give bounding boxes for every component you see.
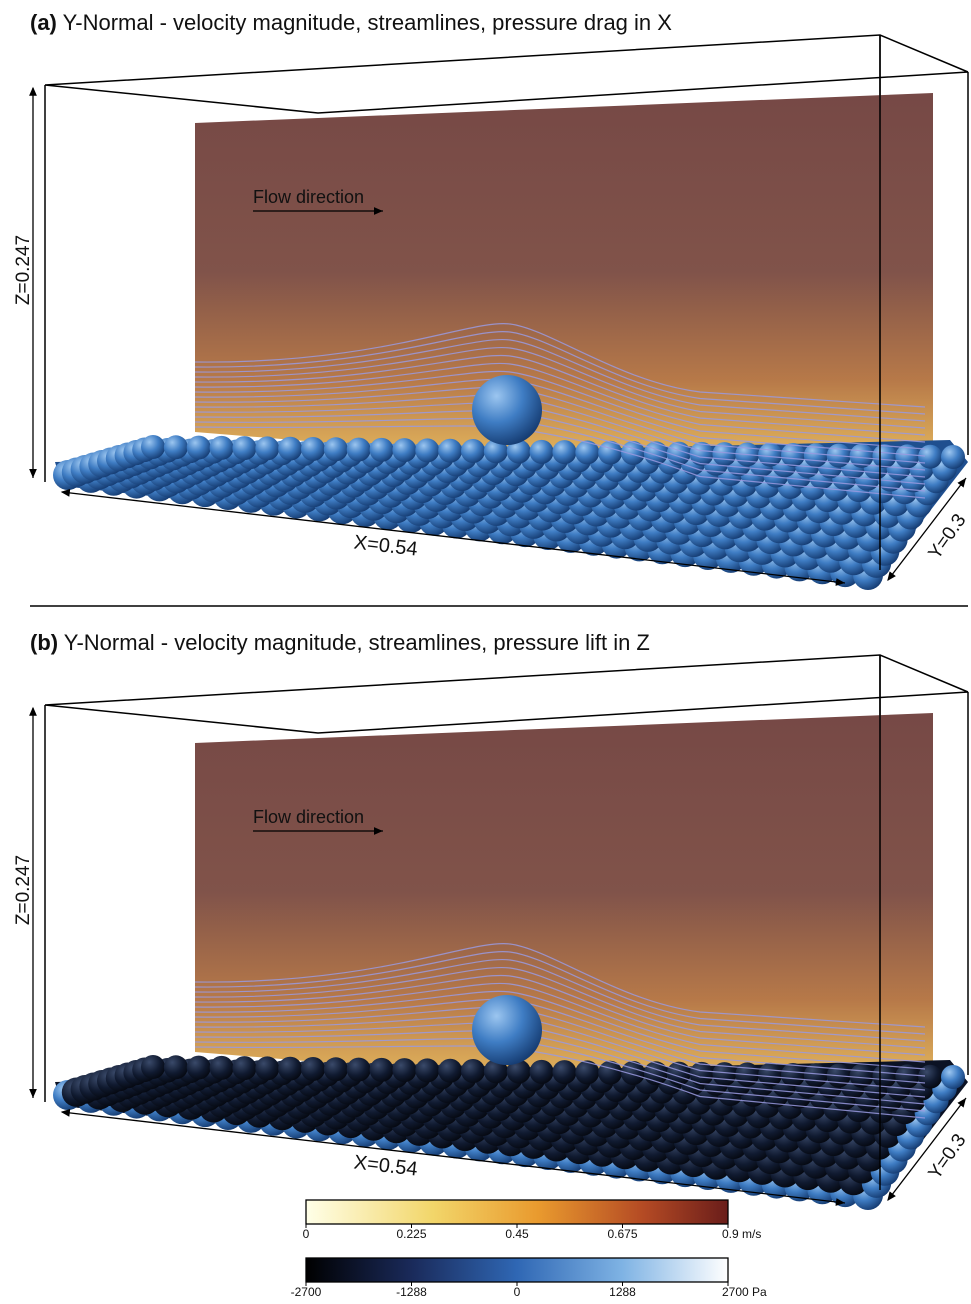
bed-sphere: [552, 440, 576, 464]
bed-sphere: [370, 438, 394, 462]
bed-sphere: [324, 437, 348, 461]
bed-sphere: [232, 1056, 256, 1080]
colorbar-tick-label: 0.45: [505, 1227, 529, 1241]
colorbar-gradient: [306, 1258, 728, 1282]
colorbar-tick-label: -2700: [291, 1285, 322, 1299]
bed-sphere: [461, 439, 485, 463]
y-dimension-label: Y=0.3: [925, 1130, 971, 1183]
bed-sphere: [347, 438, 371, 462]
bed-sphere: [370, 1058, 394, 1082]
colorbar: 0 0.225 0.45 0.675 0.9 m/s: [303, 1200, 762, 1241]
bed-sphere: [278, 1057, 302, 1081]
bed-sphere: [210, 1056, 234, 1080]
bed-sphere: [530, 440, 554, 464]
bed-sphere: [255, 436, 279, 460]
obstacle-sphere: [472, 375, 542, 445]
bed-sphere: [415, 1058, 439, 1082]
figure: (a) Y-Normal - velocity magnitude, strea…: [0, 0, 971, 1299]
panel-title: (b) Y-Normal - velocity magnitude, strea…: [30, 630, 650, 655]
bed-sphere: [872, 1064, 896, 1088]
bed-sphere: [415, 438, 439, 462]
bed-sphere: [324, 1057, 348, 1081]
bed-sphere: [552, 1060, 576, 1084]
colorbar-tick-label: 2700 Pa: [722, 1285, 767, 1299]
y-dimension-label: Y=0.3: [925, 510, 971, 563]
colorbar-gradient: [306, 1200, 728, 1224]
colorbar: -2700 -1288 0 1288 2700 Pa: [291, 1258, 767, 1299]
panel-label: (a): [30, 10, 57, 35]
bed-sphere: [392, 438, 416, 462]
bed-sphere: [164, 435, 188, 459]
bed-sphere: [461, 1059, 485, 1083]
z-dimension-label: Z=0.247: [13, 235, 34, 305]
bed-sphere: [164, 1055, 188, 1079]
z-dimension-label: Z=0.247: [13, 855, 34, 925]
velocity-plane: [195, 713, 933, 1112]
bed-sphere: [210, 436, 234, 460]
bed-sphere: [392, 1058, 416, 1082]
bed-sphere: [232, 436, 256, 460]
bed-sphere: [255, 1056, 279, 1080]
bed-sphere: [690, 1062, 714, 1086]
bed-sphere: [438, 1059, 462, 1083]
bed-sphere: [301, 1057, 325, 1081]
colorbar-tick-label: 0.675: [607, 1227, 637, 1241]
colorbar-tick-label: 1288: [609, 1285, 636, 1299]
panel: (a) Y-Normal - velocity magnitude, strea…: [13, 10, 970, 590]
flow-label: Flow direction: [253, 807, 364, 827]
bed-sphere: [941, 1065, 965, 1089]
colorbar-tick-label: 0: [514, 1285, 521, 1299]
bed-sphere: [690, 442, 714, 466]
bed-sphere: [187, 1056, 211, 1080]
bed-sphere: [781, 1063, 805, 1087]
panel: (b) Y-Normal - velocity magnitude, strea…: [13, 630, 970, 1210]
obstacle-sphere: [472, 995, 542, 1065]
bed-sphere: [187, 436, 211, 460]
x-dimension-label: X=0.54: [353, 1151, 419, 1180]
bed-sphere: [530, 1060, 554, 1084]
flow-label: Flow direction: [253, 187, 364, 207]
panel-title: (a) Y-Normal - velocity magnitude, strea…: [30, 10, 672, 35]
bed-sphere: [141, 435, 165, 459]
panel-title-text: Y-Normal - velocity magnitude, streamlin…: [57, 10, 672, 35]
velocity-plane: [195, 93, 933, 492]
bed-sphere: [301, 437, 325, 461]
bed-sphere: [872, 444, 896, 468]
panel-label: (b): [30, 630, 58, 655]
colorbar-tick-label: 0: [303, 1227, 310, 1241]
colorbar-tick-label: -1288: [396, 1285, 427, 1299]
bed-sphere: [781, 443, 805, 467]
bed-sphere: [278, 437, 302, 461]
page: {"panels": [ {"label": "(a)", "title": "…: [0, 0, 971, 1299]
bed-sphere: [941, 445, 965, 469]
colorbar-tick-label: 0.9 m/s: [722, 1227, 761, 1241]
x-dimension-label: X=0.54: [353, 531, 419, 560]
bed-sphere: [347, 1058, 371, 1082]
bed-sphere: [141, 1055, 165, 1079]
panel-title-text: Y-Normal - velocity magnitude, streamlin…: [58, 630, 650, 655]
bed-sphere: [438, 439, 462, 463]
colorbar-tick-label: 0.225: [396, 1227, 426, 1241]
